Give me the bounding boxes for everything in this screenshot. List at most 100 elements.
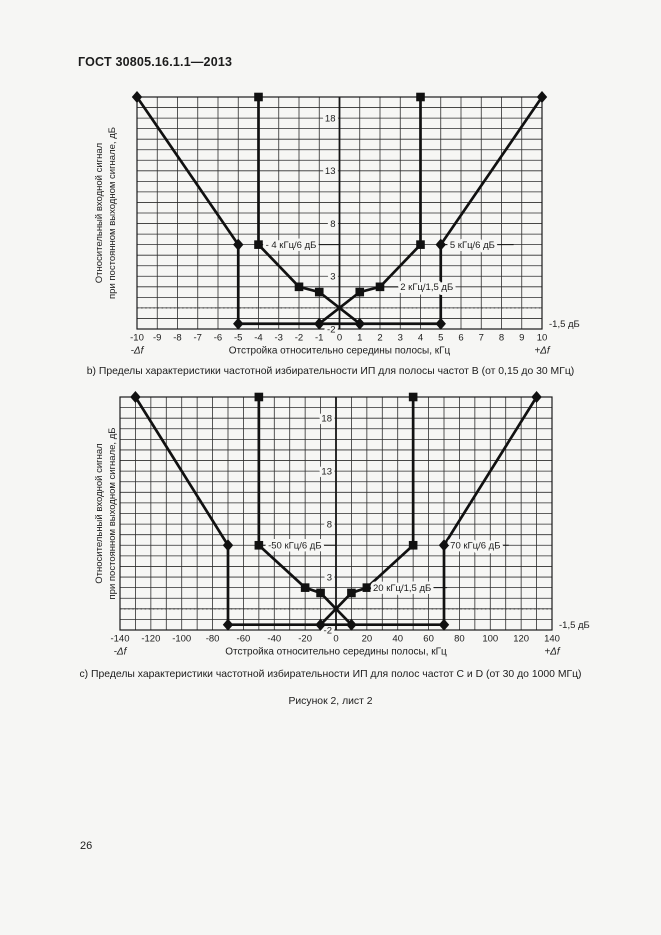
- x-tick-label: -4: [254, 333, 262, 344]
- y-axis-title-line1: Относительный входной сигнал: [94, 143, 105, 283]
- y-tick-label: 8: [330, 219, 335, 230]
- y-tick-label: -2: [324, 625, 332, 636]
- level-label-right: -1,5 дБ: [549, 319, 580, 330]
- x-tick-label: 9: [519, 333, 524, 344]
- square-marker: [316, 588, 325, 598]
- y-tick-label: 18: [321, 414, 332, 425]
- y-axis-title-line2: при постоянном выходном сигнале, дБ: [107, 127, 118, 299]
- square-marker: [254, 92, 263, 102]
- y-tick-label: 13: [321, 466, 332, 477]
- x-tick-label: 3: [398, 333, 403, 344]
- doc-header: ГОСТ 30805.16.1.1—2013: [78, 55, 233, 69]
- annotation-label: -50 кГц/6 дБ: [268, 541, 321, 552]
- caption-chart-c: с) Пределы характеристики частотной изби…: [79, 669, 582, 680]
- y-tick-label: 3: [327, 572, 332, 583]
- x-tick-label: -8: [173, 333, 181, 344]
- x-tick-label: 120: [513, 634, 529, 645]
- diamond-marker: [233, 238, 244, 251]
- square-marker: [300, 583, 310, 592]
- delta-f-plus-label: +Δf: [544, 647, 561, 658]
- y-tick-label: -2: [327, 324, 335, 335]
- square-marker: [254, 392, 264, 402]
- square-marker: [408, 540, 418, 550]
- diamond-marker: [315, 618, 326, 631]
- diamond-marker: [346, 618, 357, 631]
- x-tick-label: 40: [392, 634, 403, 645]
- x-tick-label: 60: [423, 634, 434, 645]
- x-tick-label: -9: [153, 333, 161, 344]
- x-tick-label: 1: [357, 333, 362, 344]
- x-tick-label: 2: [377, 333, 382, 344]
- x-tick-label: -1: [315, 333, 323, 344]
- y-axis-title-line2: при постоянном выходном сигнале, дБ: [107, 428, 118, 600]
- diamond-marker: [435, 317, 446, 330]
- square-marker: [355, 287, 365, 297]
- x-tick-label: 140: [544, 634, 560, 645]
- square-marker: [416, 240, 425, 249]
- square-marker: [347, 588, 356, 598]
- square-marker: [294, 282, 304, 292]
- x-tick-label: 7: [479, 333, 484, 344]
- annotation-label: 20 кГц/1,5 дБ: [373, 583, 431, 594]
- x-tick-label: 5: [438, 333, 443, 344]
- x-tick-label: -7: [194, 333, 202, 344]
- x-tick-label: -6: [214, 333, 222, 344]
- inner-limit-line: [319, 544, 415, 626]
- inner-limit-line: [318, 243, 422, 325]
- x-tick-label: 10: [537, 333, 548, 344]
- diamond-marker: [233, 317, 244, 330]
- y-tick-label: 8: [327, 519, 332, 530]
- diamond-marker: [222, 539, 234, 552]
- diamond-marker: [438, 618, 450, 631]
- x-axis-title: Отстройка относительно середины полосы, …: [225, 647, 447, 658]
- x-tick-label: -80: [206, 634, 220, 645]
- annotation-label: 5 кГц/6 дБ: [450, 240, 495, 251]
- delta-f-plus-label: +Δf: [534, 346, 551, 357]
- x-tick-label: -100: [172, 634, 191, 645]
- x-tick-label: -120: [141, 634, 160, 645]
- x-tick-label: 0: [337, 333, 342, 344]
- caption-chart-b: b) Пределы характеристики частотной изби…: [86, 366, 575, 377]
- square-marker: [416, 92, 425, 102]
- delta-f-minus-label: -Δf: [114, 647, 128, 658]
- x-tick-label: 4: [418, 333, 423, 344]
- x-tick-label: -10: [130, 333, 144, 344]
- outer-limit-line: [134, 396, 538, 627]
- x-tick-label: -2: [295, 333, 303, 344]
- x-tick-label: 80: [454, 634, 465, 645]
- annotation-label: 70 кГц/6 дБ: [450, 541, 500, 552]
- x-tick-label: -20: [298, 634, 312, 645]
- y-tick-label: 3: [330, 272, 335, 283]
- x-tick-label: -40: [267, 634, 281, 645]
- y-tick-label: 13: [325, 166, 336, 177]
- x-tick-label: 100: [482, 634, 498, 645]
- x-tick-label: 20: [362, 634, 373, 645]
- chart-band-c: 18 13 8 3 -2 -50 кГц/6 дБ 70 кГц/6 дБ 20 кГц/1,…: [94, 391, 590, 658]
- diamond-marker: [130, 391, 141, 403]
- diamond-marker: [314, 317, 325, 330]
- delta-f-minus-label: -Δf: [131, 346, 145, 357]
- diamond-marker: [131, 91, 143, 103]
- diamond-marker: [531, 391, 542, 403]
- inner-limit-line: [257, 243, 361, 325]
- annotation-label: 2 кГц/1,5 дБ: [400, 282, 453, 293]
- diamond-marker: [222, 618, 234, 631]
- x-tick-label: 0: [333, 634, 338, 645]
- diamond-marker: [536, 91, 548, 103]
- outer-limit-line: [135, 96, 544, 326]
- page-number: 26: [80, 840, 93, 852]
- annotation-label: - 4 кГц/6 дБ: [266, 240, 317, 251]
- x-tick-label: -5: [234, 333, 242, 344]
- x-tick-label: -140: [110, 634, 129, 645]
- diamond-marker: [354, 317, 365, 330]
- square-marker: [408, 392, 418, 402]
- x-tick-label: 6: [458, 333, 463, 344]
- x-tick-label: -60: [237, 634, 251, 645]
- level-label-right: -1,5 дБ: [559, 620, 590, 631]
- square-marker: [314, 287, 324, 297]
- y-tick-label: 18: [325, 113, 336, 124]
- square-marker: [362, 583, 372, 592]
